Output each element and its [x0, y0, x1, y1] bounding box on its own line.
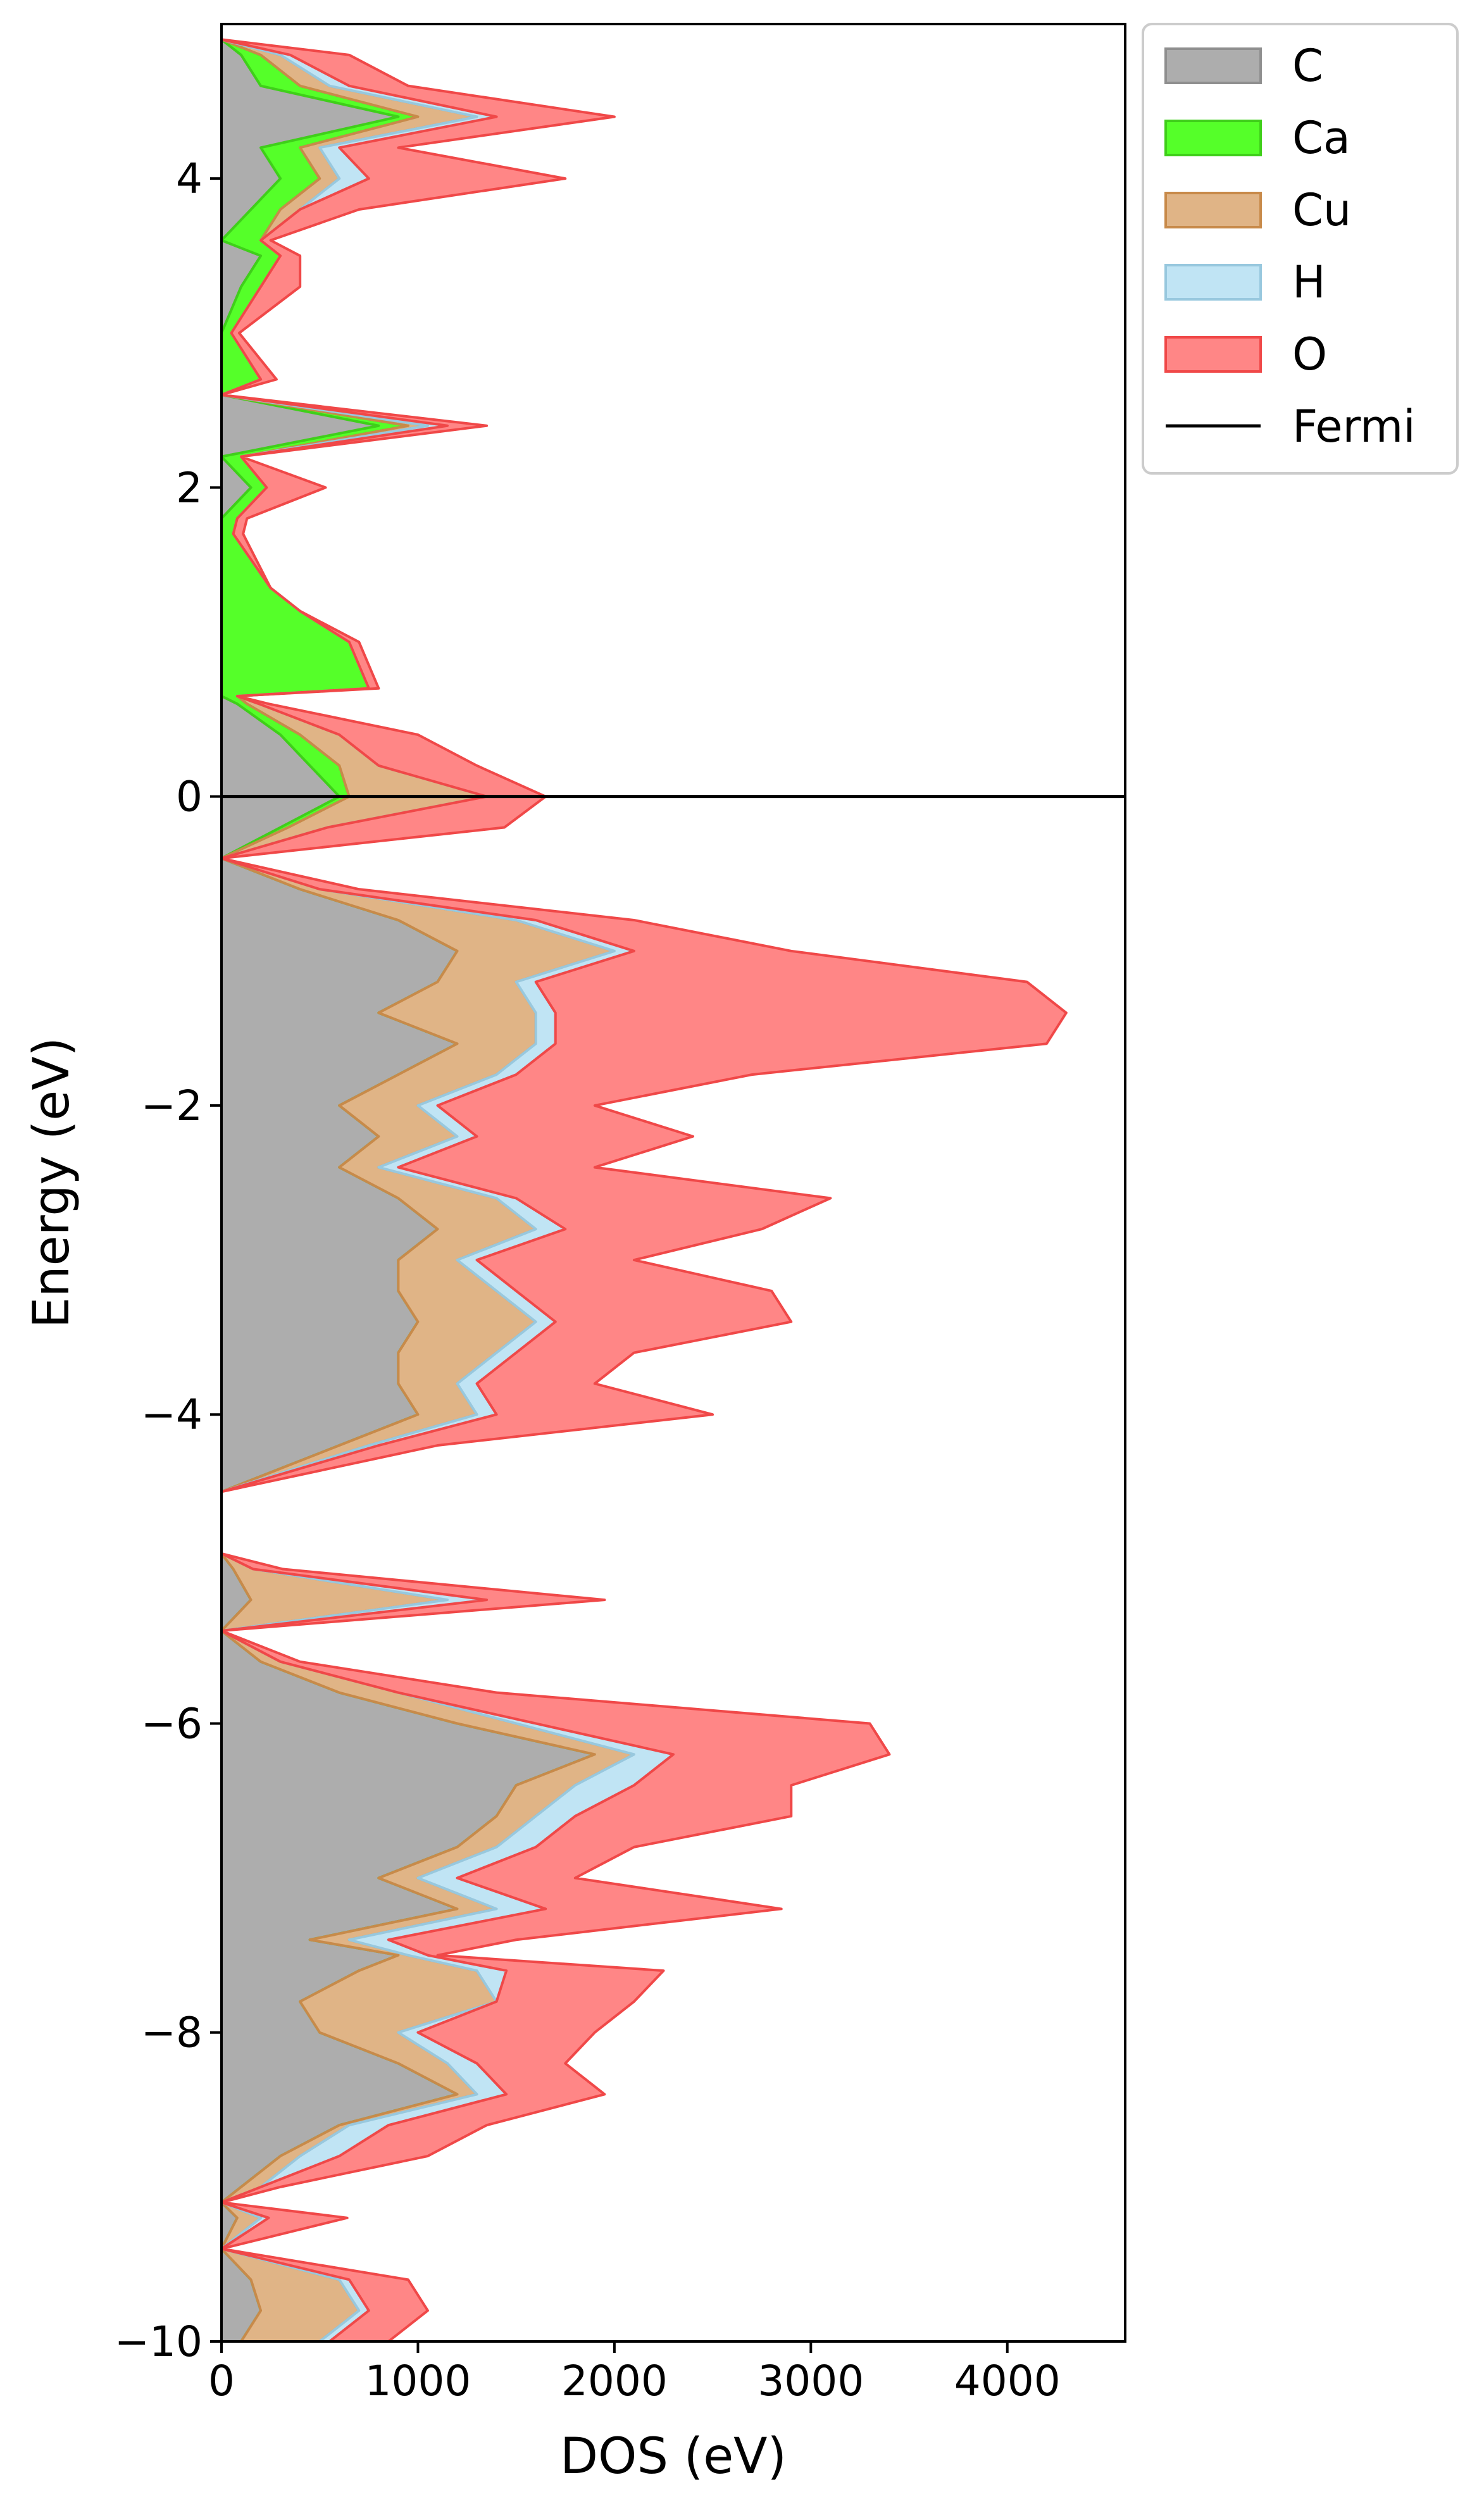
x-axis-ticks: 0 1000 2000 3000 4000 — [208, 2341, 1061, 2405]
x-tick-label: 2000 — [561, 2357, 668, 2405]
y-tick-label: −4 — [141, 1390, 203, 1439]
legend-label-o: O — [1292, 328, 1327, 380]
legend-swatch-o — [1164, 336, 1262, 373]
legend-label-cu: Cu — [1292, 184, 1351, 236]
legend-label-h: H — [1292, 256, 1326, 308]
legend-items: C Ca Cu HO Fermi — [1164, 40, 1416, 452]
x-tick-label: 4000 — [954, 2357, 1061, 2405]
area-o — [221, 38, 1068, 2341]
y-tick-label: −6 — [141, 1699, 203, 1748]
legend-swatch-c — [1164, 47, 1262, 84]
legend-swatch-cu — [1164, 192, 1262, 228]
legend-label-ca: Ca — [1292, 112, 1350, 164]
y-axis-label: Energy (eV) — [23, 1037, 80, 1328]
y-axis-ticks: −10 −8 −6 −4 −2 0 2 4 — [115, 154, 221, 2366]
y-tick-label: −8 — [141, 2009, 203, 2057]
x-tick-label: 0 — [208, 2357, 235, 2405]
x-tick-label: 3000 — [758, 2357, 864, 2405]
legend-swatch-h — [1164, 264, 1262, 301]
stacked-areas — [221, 38, 1068, 2341]
y-tick-label: −2 — [141, 1082, 203, 1130]
y-tick-label: 4 — [176, 154, 203, 203]
x-tick-label: 1000 — [365, 2357, 471, 2405]
legend: C Ca Cu HO Fermi — [1142, 23, 1459, 475]
plot-frame — [220, 23, 1126, 2343]
y-tick-label: −10 — [115, 2317, 203, 2366]
legend-label-c: C — [1292, 40, 1323, 92]
y-tick-label: 2 — [176, 463, 203, 512]
legend-label-fermi: Fermi — [1292, 401, 1416, 452]
legend-swatch-ca — [1164, 120, 1262, 156]
x-axis-label: DOS (eV) — [560, 2428, 787, 2485]
y-tick-label: 0 — [176, 773, 203, 821]
